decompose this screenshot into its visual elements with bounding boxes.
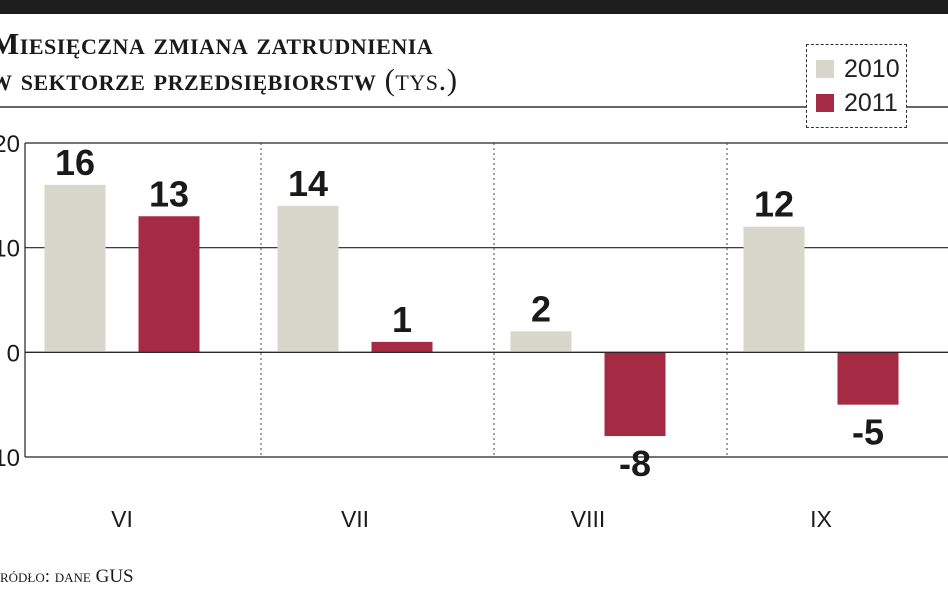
y-tick-label-3: 20 — [0, 131, 20, 158]
bar-2010-VII — [277, 205, 339, 353]
bar-2011-IX — [837, 352, 899, 405]
legend-swatch-2011 — [816, 94, 834, 112]
legend-label-2011: 2011 — [844, 88, 898, 117]
data-label-2010-IX: 12 — [754, 184, 794, 225]
bar-2010-IX — [743, 226, 805, 353]
data-label-2011-VI: 13 — [149, 173, 189, 214]
title-line-1: Miesięczna zmiana zatrudnienia — [0, 26, 434, 61]
data-label-2010-VII: 14 — [288, 163, 328, 204]
x-tick-label-IX: IX — [810, 506, 832, 532]
data-label-2010-VIII: 2 — [531, 288, 551, 329]
data-label-2011-IX: -5 — [852, 412, 884, 453]
x-tick-label-VII: VII — [341, 506, 369, 532]
top-bar — [0, 0, 948, 14]
title-line-2: w sektorze przedsiębiorstw — [0, 62, 377, 97]
bar-2010-VIII — [510, 331, 572, 353]
bar-2011-VI — [138, 216, 200, 353]
legend-item-2011: 2011 — [816, 89, 898, 117]
y-tick-label-2: 10 — [0, 236, 20, 263]
legend-swatch-2010 — [816, 60, 834, 78]
chart-title: Miesięczna zmiana zatrudnienia w sektorz… — [0, 26, 750, 98]
bar-2010-VI — [44, 184, 106, 353]
x-tick-label-VIII: VIII — [571, 506, 606, 532]
legend-item-2010: 2010 — [816, 55, 900, 83]
data-label-2010-VI: 16 — [55, 142, 95, 183]
y-tick-label-1: 0 — [7, 340, 20, 367]
source-note: źródło: dane GUS — [0, 566, 134, 587]
y-tick-label-0: -10 — [0, 445, 20, 472]
data-label-2011-VII: 1 — [392, 299, 412, 340]
bar-2011-VIII — [604, 352, 666, 437]
title-unit: (tys.) — [384, 62, 458, 97]
legend: 2010 2011 — [806, 44, 907, 128]
data-label-2011-VIII: -8 — [619, 443, 651, 484]
x-tick-label-VI: VI — [111, 506, 133, 532]
legend-label-2010: 2010 — [844, 54, 900, 83]
bar-2011-VII — [371, 341, 433, 353]
